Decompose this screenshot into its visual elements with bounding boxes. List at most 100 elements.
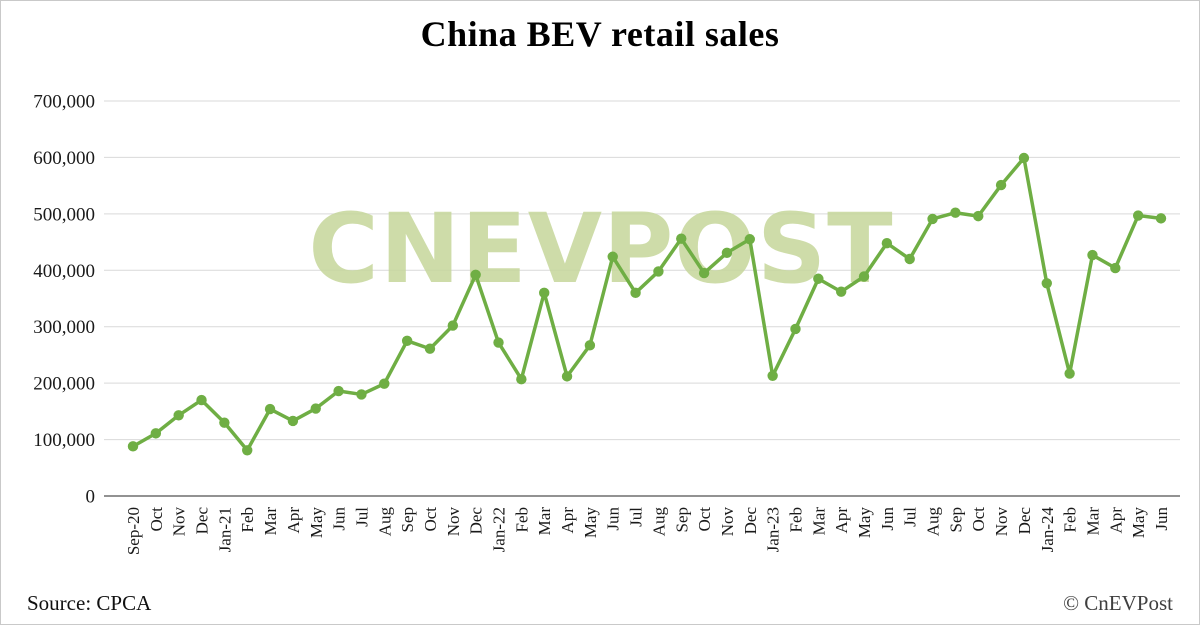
copyright-label: © CnEVPost <box>1063 591 1173 615</box>
data-point-marker <box>1132 210 1144 221</box>
y-axis-label: 300,000 <box>33 317 95 338</box>
x-axis-label: Apr <box>832 507 851 534</box>
data-point-marker <box>401 335 413 347</box>
x-axis-label: Nov <box>992 507 1011 537</box>
x-axis-label: Oct <box>695 507 714 532</box>
data-point-marker <box>721 247 733 258</box>
data-point-marker <box>676 233 687 244</box>
x-axis-label: Jan-21 <box>215 507 234 552</box>
data-point-marker <box>1110 262 1121 274</box>
data-point-marker <box>858 271 870 282</box>
data-point-marker <box>790 323 801 335</box>
data-point-marker <box>219 417 230 428</box>
data-point-marker <box>242 445 253 456</box>
data-point-marker <box>744 234 755 245</box>
data-point-marker <box>287 415 299 427</box>
x-axis-label: Sep <box>946 507 965 533</box>
x-axis-label: Mar <box>1083 507 1102 536</box>
x-axis-label: Dec <box>467 507 486 535</box>
x-axis-label: Sep <box>672 507 691 533</box>
x-axis-label: Feb <box>238 507 257 533</box>
data-point-marker <box>379 378 390 389</box>
x-axis-label: Jan-22 <box>490 507 509 552</box>
x-axis-label: Mar <box>261 507 280 536</box>
data-point-marker <box>1041 278 1052 289</box>
data-point-marker <box>607 251 618 262</box>
x-axis-label: Feb <box>512 507 531 533</box>
data-point-marker <box>561 371 573 382</box>
x-axis-label: Jan-23 <box>764 507 783 552</box>
x-axis-label: Aug <box>649 507 668 537</box>
x-axis-label: Jun <box>1152 507 1171 531</box>
y-axis-label: 500,000 <box>33 204 95 225</box>
data-point-marker <box>470 269 481 280</box>
data-point-marker <box>698 267 710 279</box>
y-axis-label: 400,000 <box>33 261 95 282</box>
data-point-marker <box>127 441 139 452</box>
data-point-marker <box>539 287 550 299</box>
x-axis-label: Nov <box>444 507 463 537</box>
x-axis-label: Jun <box>604 507 623 531</box>
data-point-marker <box>653 266 664 277</box>
x-axis-label: May <box>581 507 600 539</box>
x-axis-label: Nov <box>170 507 189 537</box>
x-axis-label: Feb <box>1061 507 1080 533</box>
data-point-marker <box>356 389 367 400</box>
data-point-marker <box>196 394 207 406</box>
data-point-marker <box>995 179 1007 191</box>
x-axis-label: Apr <box>284 507 303 534</box>
x-axis-label: Sep-20 <box>124 507 143 555</box>
data-point-marker <box>630 287 641 299</box>
data-point-marker <box>950 207 961 218</box>
data-point-marker <box>493 337 504 348</box>
data-point-marker <box>264 403 276 415</box>
x-axis-label: Oct <box>147 507 166 532</box>
data-point-marker <box>835 286 847 297</box>
x-axis-label: Jun <box>878 507 897 531</box>
data-point-marker <box>424 343 436 354</box>
data-point-marker <box>173 410 184 421</box>
data-point-marker <box>904 253 915 265</box>
x-axis-label: Mar <box>809 507 828 536</box>
x-axis-label: Oct <box>969 507 988 532</box>
data-point-marker <box>447 320 459 331</box>
x-axis-label: Jul <box>627 507 646 527</box>
source-label: Source: CPCA <box>27 591 152 615</box>
x-axis-label: May <box>855 507 874 539</box>
x-axis-label: Sep <box>398 507 417 533</box>
x-axis-label: Oct <box>421 507 440 532</box>
chart-title: China BEV retail sales <box>420 14 780 54</box>
x-axis-label: Jul <box>352 507 371 527</box>
x-axis-label: May <box>1129 507 1148 539</box>
y-axis-label: 0 <box>86 487 96 508</box>
data-point-marker <box>973 210 984 222</box>
x-axis-label: Dec <box>193 507 212 535</box>
x-axis-label: Feb <box>786 507 805 533</box>
data-point-marker <box>881 238 893 249</box>
x-axis-label: Dec <box>741 507 760 535</box>
x-axis-label: Nov <box>718 507 737 537</box>
y-axis-label: 100,000 <box>33 430 95 451</box>
x-axis-label: Apr <box>558 507 577 534</box>
data-point-marker <box>310 403 321 414</box>
x-axis-label: Aug <box>375 507 394 537</box>
data-point-marker <box>1155 213 1167 224</box>
watermark-text: CNEVPOST <box>308 193 893 305</box>
x-axis-label: Jul <box>901 507 920 527</box>
data-point-marker <box>150 428 162 439</box>
x-axis-label: Apr <box>1106 507 1125 534</box>
x-axis-label: Mar <box>535 507 554 536</box>
data-point-marker <box>1087 249 1098 261</box>
data-point-marker <box>1064 368 1075 379</box>
data-point-marker <box>516 373 527 385</box>
x-axis-label: Aug <box>924 507 943 537</box>
x-axis-label: Dec <box>1015 507 1034 535</box>
data-point-marker <box>584 340 596 351</box>
x-axis-label: Jan-24 <box>1038 507 1057 553</box>
data-point-marker <box>813 273 824 284</box>
data-point-marker <box>1018 152 1030 164</box>
y-axis-label: 700,000 <box>33 92 95 113</box>
x-axis-label: Jun <box>330 507 349 531</box>
